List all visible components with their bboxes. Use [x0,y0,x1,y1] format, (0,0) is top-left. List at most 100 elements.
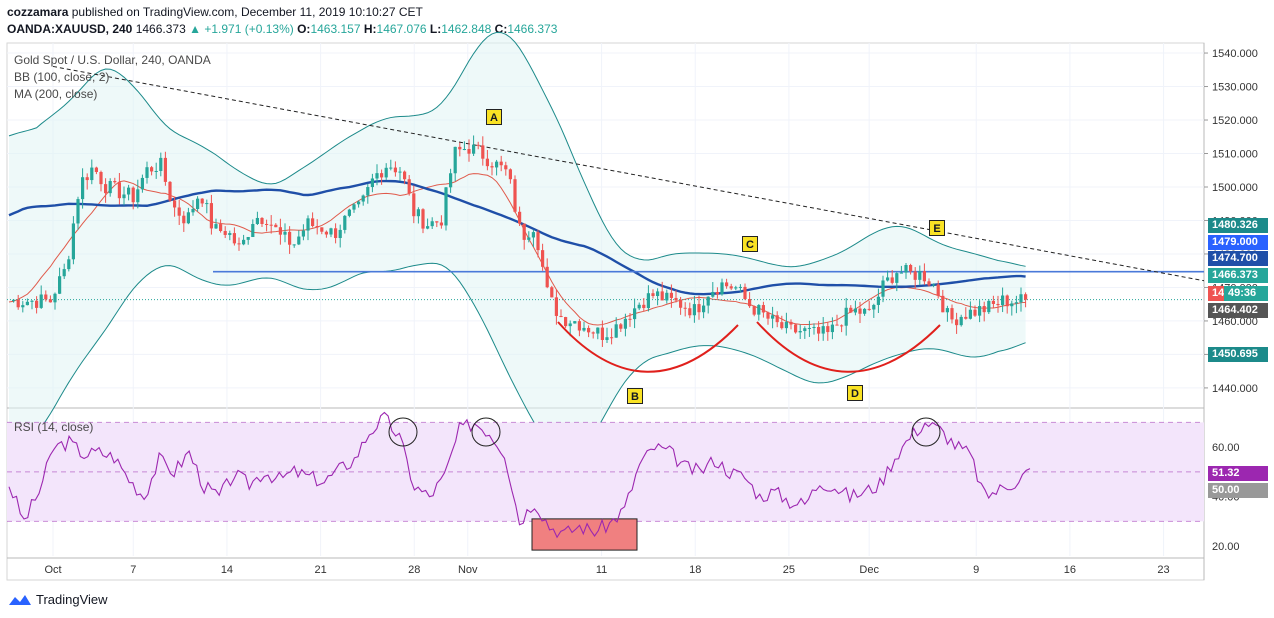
candle-body [665,292,669,301]
candle-body [136,189,140,203]
rsi-mid-label: 50.00 [1208,483,1268,498]
bb-mid-label: 1464.402 [1208,303,1268,318]
candle-body [237,243,241,245]
bb-legend: BB (100, close, 2) [14,70,110,84]
candle-body [720,282,724,295]
symbol-label: OANDA:XAUUSD, 240 [7,22,133,36]
candle-body [646,293,650,309]
candle-body [550,287,554,298]
candle-body [968,309,972,319]
candle-body [761,305,765,313]
candle-body [591,332,595,334]
candle-body [508,169,512,180]
time-tick-label: 7 [130,564,136,576]
candle-body [476,144,480,146]
candle-body [444,187,448,226]
candle-body [973,309,977,316]
candle-body [840,325,844,327]
indicator-lines [7,31,1205,458]
candle-body [991,300,995,304]
candle-body [12,299,16,302]
candle-body [269,224,273,226]
candle-body [835,324,839,326]
candle-body [637,304,641,309]
candle-body [950,308,954,320]
candle-body [669,292,673,298]
marker-a: A [486,109,502,125]
candle-body [697,304,701,313]
cup-arc-left [557,321,739,373]
price-change: +1.971 (+0.13%) [204,22,294,36]
candle-body [812,326,816,328]
price-tick-label: 1520.000 [1212,115,1258,127]
candles [12,135,1028,347]
candle-body [53,293,57,303]
candle-body [559,315,563,318]
marker-c: C [742,236,758,252]
publisher-name[interactable]: cozzamara [7,5,69,19]
candle-body [191,208,195,213]
candle-body [633,308,637,320]
candle-body [209,203,213,229]
candle-body [21,305,25,308]
rsi-tick-label: 60.00 [1212,442,1240,454]
time-tick-label: Oct [44,564,61,576]
candle-body [531,232,535,238]
candle-body [702,305,706,313]
rsi-peak-circle [388,417,418,447]
marker-b: B [627,388,643,404]
candle-body [265,223,269,225]
candle-body [430,221,434,227]
candle-body [522,223,526,240]
candle-body [1019,294,1023,303]
candle-body [366,187,370,196]
candle-body [775,315,779,323]
candle-body [807,327,811,329]
candle-body [867,308,871,310]
candle-body [789,321,793,325]
candle-body [495,161,499,168]
candle-body [288,231,292,245]
ma-legend: MA (200, close) [14,87,98,101]
candle-body [1024,294,1028,300]
candle-body [439,222,443,226]
candle-body [182,215,186,224]
candle-body [219,224,223,232]
candle-body [830,324,834,333]
candle-body [628,318,632,320]
candle-body [62,269,66,277]
candle-body [315,225,319,228]
candle-body [596,327,600,334]
bollinger-fill [9,32,1026,457]
candle-body [780,322,784,329]
time-tick-label: 28 [408,564,420,576]
candle-body [99,172,103,185]
candle-body [743,286,747,300]
footer-brand[interactable]: TradingView [8,592,108,607]
candle-body [679,300,683,308]
candle-body [334,228,338,239]
candle-body [283,231,287,235]
candle-body [849,307,853,313]
candle-body [936,284,940,296]
candle-body [260,217,264,224]
candle-body [159,157,163,171]
bollinger-band-area [9,32,1026,457]
candle-body [504,165,508,170]
candle-body [573,321,577,324]
bb-upper-label: 1480.326 [1208,218,1268,233]
candle-body [85,177,89,181]
candle-body [623,318,627,329]
candle-body [306,218,310,231]
time-tick-label: 21 [314,564,326,576]
candle-body [955,319,959,326]
candle-body [81,177,85,200]
symbol-ohlc-line: OANDA:XAUUSD, 240 1466.373 ▲ +1.971 (+0.… [7,22,557,36]
candle-body [683,307,687,309]
candle-body [688,308,692,316]
price-tick-label: 1440.000 [1212,383,1258,395]
candle-body [577,321,581,331]
candle-body [389,167,393,169]
publish-info: cozzamara published on TradingView.com, … [7,5,423,19]
